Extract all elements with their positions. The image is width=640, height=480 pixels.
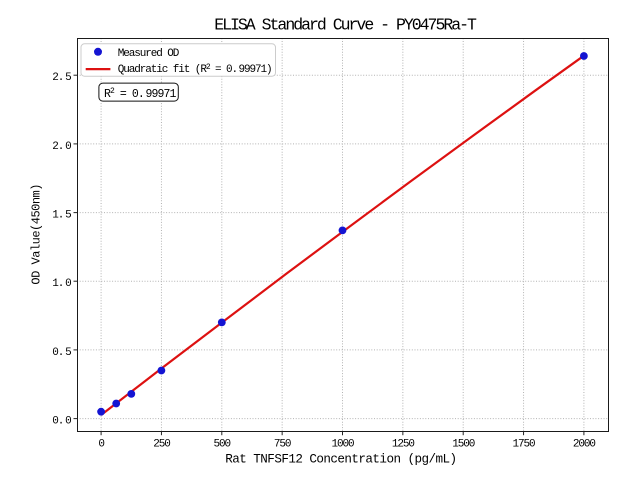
svg-text:1500: 1500 bbox=[452, 439, 475, 451]
svg-text:500: 500 bbox=[214, 439, 231, 451]
svg-text:Quadratic fit (R2 = 0.99971): Quadratic fit (R2 = 0. 99971) bbox=[118, 63, 272, 76]
svg-text:2.5: 2. 5 bbox=[52, 72, 71, 84]
svg-text:Measured OD: Measured OD bbox=[118, 48, 180, 60]
svg-text:750: 750 bbox=[274, 439, 291, 451]
svg-text:0.5: 0. 5 bbox=[52, 347, 71, 359]
svg-text:Rat TNFSF12 Concentration (pg/: Rat TNFSF12 Concentration (pg/mL) bbox=[225, 453, 456, 467]
svg-text:1.0: 1. 0 bbox=[52, 278, 71, 290]
svg-text:1250: 1250 bbox=[392, 439, 415, 451]
svg-text:2.0: 2. 0 bbox=[52, 141, 71, 153]
svg-text:0: 0 bbox=[98, 439, 104, 451]
svg-text:1000: 1000 bbox=[331, 439, 354, 451]
svg-text:OD Value(450nm): OD Value(450nm) bbox=[30, 184, 44, 285]
svg-text:1.5: 1. 5 bbox=[52, 210, 71, 222]
svg-text:250: 250 bbox=[153, 439, 170, 451]
svg-text:1750: 1750 bbox=[513, 439, 536, 451]
svg-text:ELISA Standard Curve - PY0475R: ELISA Standard Curve - PY0475Ra-T bbox=[214, 16, 477, 35]
svg-text:2000: 2000 bbox=[573, 439, 596, 451]
svg-text:0.0: 0. 0 bbox=[52, 416, 71, 428]
svg-text:R2 = 0.99971: R2 = 0. 99971 bbox=[104, 87, 176, 101]
